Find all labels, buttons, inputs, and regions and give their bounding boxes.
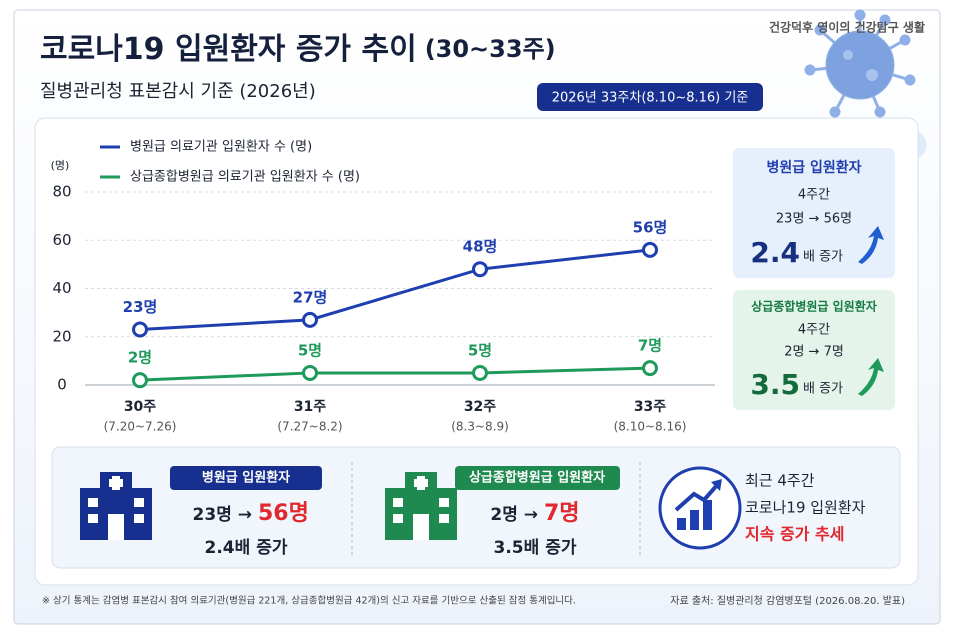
data-label: 27명 <box>293 288 328 306</box>
summary-label: 병원급 입원환자 <box>202 470 290 486</box>
series-line <box>139 248 651 332</box>
legend-label: 상급종합병원급 의료기관 입원환자 수 (명) <box>130 170 360 185</box>
data-label: 48명 <box>463 238 498 256</box>
summary-ratio: 3.5배 증가 <box>494 538 577 558</box>
badge: 2026년 33주차(8.10~8.16) 기준 <box>552 91 749 106</box>
hospital-icon <box>385 472 457 540</box>
side-card-change: 2명 → 7명 <box>784 345 844 360</box>
side-card <box>733 290 895 410</box>
data-point <box>642 241 658 258</box>
side-card-title: 병원급 입원환자 <box>766 159 861 176</box>
side-card <box>733 148 895 278</box>
y-unit-label: (명) <box>51 159 70 172</box>
title-main: 코로나19 입원환자 증가 추이 <box>40 32 417 67</box>
data-label: 56명 <box>633 218 668 236</box>
summary-label: 상급종합병원급 입원환자 <box>469 470 605 486</box>
data-point <box>132 372 148 389</box>
data-label: 5명 <box>298 341 322 359</box>
x-tick-label: 33주 <box>634 399 666 415</box>
title: 코로나19 입원환자 증가 추이 (30~33주) <box>40 32 556 67</box>
summary-pill <box>455 466 620 490</box>
up-arrow <box>858 358 884 396</box>
data-point <box>642 360 658 377</box>
data-label: 23명 <box>123 298 158 316</box>
footnote: ※ 상기 통계는 감염병 표본감시 참여 의료기관(병원급 221개, 상급종합… <box>42 595 576 607</box>
summary-from: 23명 → <box>193 505 252 525</box>
y-tick-label: 40 <box>52 279 71 297</box>
x-tick-date: (7.27~8.2) <box>277 420 342 434</box>
x-tick-label: 31주 <box>294 399 326 415</box>
y-tick-label: 80 <box>52 183 71 201</box>
data-label: 7명 <box>638 337 662 355</box>
side-card-period: 4주간 <box>798 323 830 338</box>
source: 자료 출처: 질병관리청 감염병포털 (2026.08.20. 발표) <box>670 595 905 607</box>
x-tick-label: 32주 <box>464 399 496 415</box>
line-chart: (명) 0 20 40 60 80 30주 (7.20~7.26) 31주 (7.27~8.2) 3… <box>51 140 715 434</box>
trend-text: 코로나19 입원환자 <box>745 499 866 517</box>
hospital-icon <box>80 472 152 540</box>
side-card-ratio: 3.5 <box>750 368 800 401</box>
y-tick-label: 0 <box>57 376 67 394</box>
title-period: (30~33주) <box>425 35 556 63</box>
summary-to: 7명 <box>544 501 580 526</box>
summary-from: 2명 → <box>490 505 538 525</box>
trend-icon <box>658 466 742 550</box>
trend-text: 최근 4주간 <box>745 472 815 490</box>
data-point <box>472 364 488 381</box>
x-tick-label: 30주 <box>124 399 156 415</box>
brand: 건강덕후 영이의 건강탐구 생활 <box>769 20 925 35</box>
summary-ratio: 2.4배 증가 <box>205 538 288 558</box>
side-card-title: 상급종합병원급 입원환자 <box>751 299 877 314</box>
data-point <box>302 364 318 381</box>
side-card-change: 23명 → 56명 <box>776 212 852 227</box>
data-point <box>472 261 488 278</box>
summary-to: 56명 <box>258 501 309 526</box>
side-card-period: 4주간 <box>798 188 830 203</box>
side-card-ratio-unit: 배 증가 <box>803 382 843 397</box>
x-tick-date: (7.20~7.26) <box>104 420 177 434</box>
side-card-ratio-unit: 배 증가 <box>803 250 843 265</box>
side-card-ratio: 2.4 <box>750 236 800 269</box>
data-point <box>302 311 318 328</box>
data-label: 5명 <box>468 341 492 359</box>
subtitle: 질병관리청 표본감시 기준 (2026년) <box>40 81 316 102</box>
x-tick-date: (8.10~8.16) <box>614 420 687 434</box>
series-line <box>139 366 651 382</box>
y-tick-label: 20 <box>52 327 71 345</box>
badge-bg <box>537 83 763 111</box>
up-arrow <box>858 226 884 264</box>
x-tick-date: (8.3~8.9) <box>451 420 509 434</box>
data-point <box>132 321 148 338</box>
data-label: 2명 <box>128 349 152 367</box>
legend-label: 병원급 의료기관 입원환자 수 (명) <box>130 140 312 155</box>
trend-text: 지속 증가 추세 <box>745 525 844 544</box>
y-tick-label: 60 <box>52 231 71 249</box>
virus-decoration <box>804 9 927 160</box>
summary-pill <box>170 466 322 490</box>
